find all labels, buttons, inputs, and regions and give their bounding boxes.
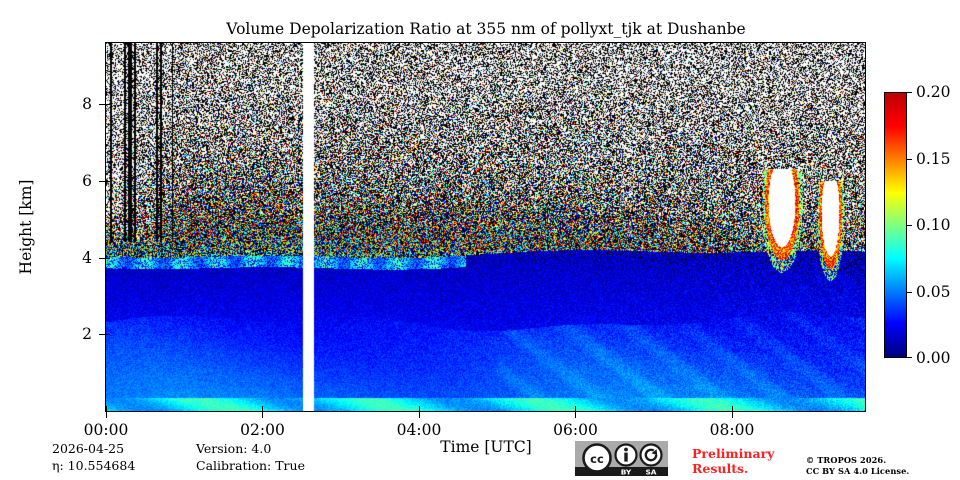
svg-text:cc: cc: [590, 452, 604, 466]
y-tick-mark-inner: [105, 334, 110, 336]
colorbar-tick-mark: [907, 357, 912, 358]
footer-calibration: Calibration: True: [196, 458, 305, 473]
x-tick-mark: [418, 412, 420, 418]
preliminary-results-notice: Preliminary Results.: [692, 446, 775, 476]
colorbar-tick-mark: [907, 158, 912, 160]
x-tick-mark-inner: [731, 406, 733, 412]
badge-label-sa: SA: [645, 467, 656, 476]
y-tick-label: 4: [82, 248, 92, 267]
y-tick-mark-inner: [105, 257, 110, 259]
depolarization-heatmap: [106, 43, 865, 411]
creative-commons-badge: cc BY SA: [575, 441, 668, 476]
y-tick-label: 8: [82, 95, 92, 114]
y-tick-mark: [99, 104, 105, 106]
footer-version: Version: 4.0: [196, 441, 272, 456]
x-tick-label: 00:00: [83, 421, 129, 439]
y-axis-label: Height [km]: [17, 179, 35, 275]
y-tick-label: 2: [82, 325, 92, 344]
y-tick-mark: [99, 334, 105, 336]
x-tick-label: 02:00: [240, 421, 285, 439]
x-tick-mark: [575, 412, 577, 418]
x-tick-mark: [106, 412, 107, 418]
y-tick-label: 6: [82, 172, 92, 190]
x-tick-mark: [731, 412, 733, 418]
colorbar-tick-mark: [907, 291, 912, 293]
preliminary-line-2: Results.: [692, 460, 749, 476]
preliminary-line-1: Preliminary: [692, 446, 775, 461]
x-tick-mark: [262, 412, 264, 418]
colorbar-tick-mark: [907, 92, 912, 93]
plot-axes: [105, 42, 866, 412]
x-tick-label: 04:00: [396, 421, 442, 439]
copyright-notice: © TROPOS 2026. CC BY SA 4.0 License.: [806, 455, 909, 477]
x-axis-label: Time [UTC]: [440, 438, 532, 456]
x-tick-label: 06:00: [553, 421, 598, 439]
colorbar-gradient: [884, 92, 907, 358]
x-tick-mark-inner: [106, 406, 107, 412]
colorbar-tick-mark: [907, 225, 912, 226]
colorbar-tick-label: 0.20: [916, 83, 951, 101]
copyright-line-2: CC BY SA 4.0 License.: [806, 466, 910, 476]
x-tick-mark-inner: [262, 406, 264, 412]
copyright-line-1: © TROPOS 2026.: [806, 455, 887, 465]
page-title: Volume Depolarization Ratio at 355 nm of…: [226, 20, 746, 38]
y-tick-mark: [99, 181, 105, 182]
y-tick-mark-inner: [105, 181, 110, 182]
y-tick-mark-inner: [105, 104, 110, 106]
badge-label-by: BY: [621, 467, 632, 476]
y-tick-mark: [99, 257, 105, 259]
x-tick-mark-inner: [418, 406, 420, 412]
footer-date: 2026-04-25: [52, 441, 125, 456]
colorbar-tick-label: 0.05: [916, 282, 951, 301]
colorbar-tick-label: 0.10: [916, 216, 951, 234]
colorbar-tick-label: 0.00: [916, 349, 951, 367]
x-tick-mark-inner: [575, 406, 577, 412]
x-tick-label: 08:00: [709, 421, 755, 439]
colorbar-container: 0.00 0.05 0.10 0.15 0.20: [884, 83, 951, 367]
footer-eta-value: η: 10.554684: [52, 458, 136, 473]
colorbar-tick-label: 0.15: [916, 149, 951, 168]
